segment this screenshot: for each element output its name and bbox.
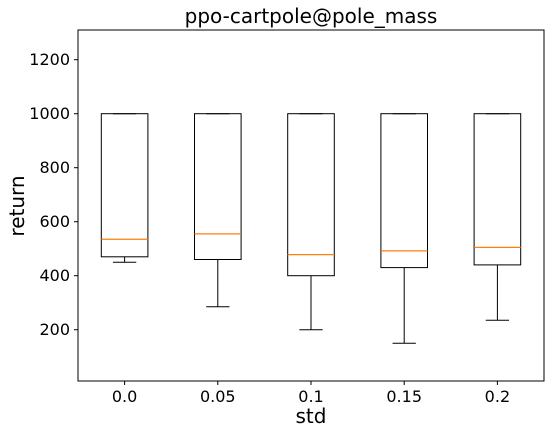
- y-tick-label: 400: [39, 266, 70, 285]
- y-tick-label: 200: [39, 320, 70, 339]
- chart-title: ppo-cartpole@pole_mass: [185, 4, 438, 28]
- y-tick-label: 1200: [29, 50, 70, 69]
- x-tick-label: 0.15: [386, 387, 422, 406]
- x-tick-label: 0.05: [200, 387, 236, 406]
- box-body: [194, 113, 242, 260]
- plot-area: 200 400 600 800 1000 1200 0.0 0.05 0.1 0.15 0.2: [29, 29, 545, 406]
- y-axis: 200 400 600 800 1000 1200: [29, 50, 78, 339]
- x-tick-label: 0.2: [485, 387, 510, 406]
- box-0.1: [287, 113, 335, 331]
- x-tick-label: 0.0: [112, 387, 137, 406]
- y-tick-label: 600: [39, 212, 70, 231]
- box-body: [287, 113, 335, 277]
- x-axis-label: std: [296, 404, 327, 428]
- box-0.15: [380, 113, 428, 344]
- y-tick-label: 1000: [29, 104, 70, 123]
- boxes-group: [100, 113, 522, 344]
- box-body: [100, 113, 149, 258]
- box-0.0: [100, 113, 149, 263]
- x-tick-label: 0.1: [298, 387, 323, 406]
- box-0.05: [194, 113, 242, 308]
- y-axis-label: return: [5, 175, 29, 236]
- box-body: [380, 113, 428, 269]
- y-tick-label: 800: [39, 158, 70, 177]
- x-axis: 0.0 0.05 0.1 0.15 0.2: [112, 381, 510, 406]
- box-0.2: [473, 113, 522, 321]
- box-body: [473, 113, 522, 266]
